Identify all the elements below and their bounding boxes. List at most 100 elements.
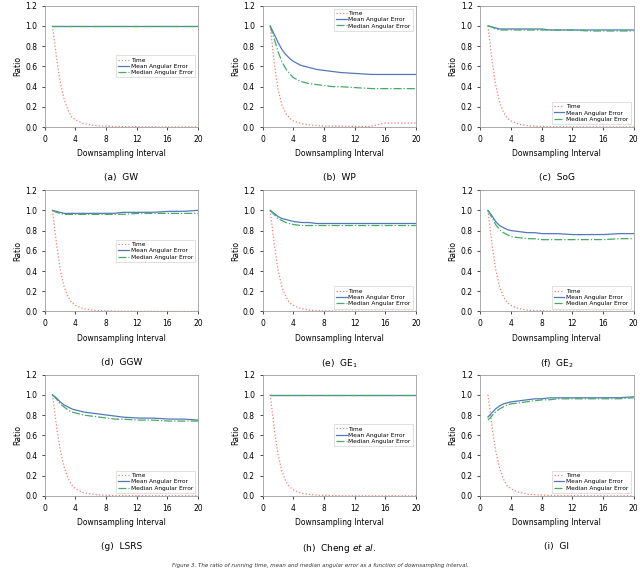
Median Angular Error — [630, 27, 637, 34]
Median Angular Error — [484, 207, 492, 214]
Mean Angular Error — [267, 207, 275, 214]
Mean Angular Error — [135, 22, 143, 29]
Time — [573, 308, 581, 315]
Time — [616, 308, 624, 315]
Median Angular Error — [616, 235, 624, 242]
Line: Time: Time — [270, 210, 416, 311]
Mean Angular Error — [135, 414, 143, 421]
Legend: Time, Mean Angular Error, Median Angular Error: Time, Mean Angular Error, Median Angular… — [116, 239, 195, 262]
Median Angular Error — [616, 27, 624, 34]
Mean Angular Error — [366, 71, 374, 78]
X-axis label: Downsampling Interval: Downsampling Interval — [77, 333, 166, 343]
Text: (f)  GE$_2$: (f) GE$_2$ — [540, 357, 574, 370]
Time — [356, 492, 364, 499]
Mean Angular Error — [49, 392, 56, 398]
Mean Angular Error — [49, 22, 56, 29]
Median Angular Error — [389, 392, 397, 398]
Line: Mean Angular Error: Mean Angular Error — [270, 26, 416, 75]
Mean Angular Error — [545, 27, 553, 34]
Median Angular Error — [484, 417, 492, 424]
Line: Time: Time — [488, 395, 634, 496]
Time — [353, 308, 361, 315]
Mean Angular Error — [60, 210, 68, 217]
Time — [484, 22, 492, 29]
Median Angular Error — [267, 207, 275, 214]
Median Angular Error — [412, 85, 420, 92]
Median Angular Error — [356, 222, 364, 229]
Median Angular Error — [630, 394, 637, 401]
Time — [135, 492, 143, 499]
Time — [571, 492, 579, 499]
Y-axis label: Ratio: Ratio — [231, 425, 240, 445]
Line: Median Angular Error: Median Angular Error — [488, 26, 634, 31]
Legend: Time, Mean Angular Error, Median Angular Error: Time, Mean Angular Error, Median Angular… — [334, 286, 413, 308]
Median Angular Error — [570, 396, 578, 402]
Median Angular Error — [49, 22, 56, 29]
Mean Angular Error — [571, 231, 579, 238]
Time — [49, 207, 56, 214]
Mean Angular Error — [484, 22, 492, 29]
Median Angular Error — [138, 22, 145, 29]
Time — [484, 392, 492, 398]
Mean Angular Error — [616, 230, 624, 237]
Line: Median Angular Error: Median Angular Error — [488, 210, 634, 239]
Mean Angular Error — [172, 208, 180, 215]
Mean Angular Error — [135, 22, 143, 29]
Time — [584, 492, 591, 499]
Time — [267, 211, 275, 218]
Mean Angular Error — [484, 207, 492, 214]
Time — [630, 492, 637, 499]
Mean Angular Error — [484, 414, 492, 421]
X-axis label: Downsampling Interval: Downsampling Interval — [513, 518, 602, 527]
X-axis label: Downsampling Interval: Downsampling Interval — [513, 333, 602, 343]
Median Angular Error — [616, 396, 624, 402]
Legend: Time, Mean Angular Error, Median Angular Error: Time, Mean Angular Error, Median Angular… — [552, 286, 630, 308]
Median Angular Error — [571, 396, 579, 402]
Mean Angular Error — [630, 230, 637, 237]
Mean Angular Error — [630, 393, 637, 400]
Time — [135, 124, 143, 131]
Legend: Time, Mean Angular Error, Median Angular Error: Time, Mean Angular Error, Median Angular… — [334, 9, 413, 31]
Time — [195, 124, 202, 131]
Mean Angular Error — [136, 209, 143, 216]
Median Angular Error — [135, 210, 143, 217]
Time — [49, 26, 57, 33]
Median Angular Error — [49, 207, 57, 214]
Line: Time: Time — [488, 26, 634, 127]
Time — [607, 124, 615, 131]
Mean Angular Error — [571, 394, 579, 401]
Mean Angular Error — [573, 394, 581, 401]
Median Angular Error — [573, 396, 581, 402]
Time — [148, 124, 156, 131]
Median Angular Error — [484, 22, 492, 29]
Line: Median Angular Error: Median Angular Error — [52, 395, 198, 421]
Median Angular Error — [172, 22, 179, 29]
Mean Angular Error — [180, 416, 188, 422]
Median Angular Error — [266, 207, 274, 214]
Time — [584, 124, 591, 131]
X-axis label: Downsampling Interval: Downsampling Interval — [513, 149, 602, 158]
Time — [135, 124, 143, 131]
Median Angular Error — [571, 236, 579, 243]
Mean Angular Error — [572, 231, 579, 238]
Time — [351, 492, 359, 499]
Text: (h)  Cheng $\it{et\ al.}$: (h) Cheng $\it{et\ al.}$ — [302, 542, 376, 555]
Y-axis label: Ratio: Ratio — [13, 56, 22, 76]
Mean Angular Error — [355, 70, 363, 77]
Median Angular Error — [607, 27, 615, 34]
Time — [630, 124, 637, 131]
Time — [484, 207, 492, 214]
Mean Angular Error — [180, 22, 188, 29]
Mean Angular Error — [353, 70, 360, 77]
Line: Median Angular Error: Median Angular Error — [270, 26, 416, 88]
Mean Angular Error — [135, 414, 143, 421]
Line: Mean Angular Error: Mean Angular Error — [488, 210, 634, 235]
Time — [616, 492, 624, 499]
Mean Angular Error — [572, 27, 579, 34]
Time — [399, 308, 406, 315]
X-axis label: Downsampling Interval: Downsampling Interval — [295, 149, 383, 158]
Line: Median Angular Error: Median Angular Error — [488, 398, 634, 420]
Time — [148, 308, 156, 315]
Time — [181, 308, 189, 315]
Median Angular Error — [136, 210, 143, 217]
